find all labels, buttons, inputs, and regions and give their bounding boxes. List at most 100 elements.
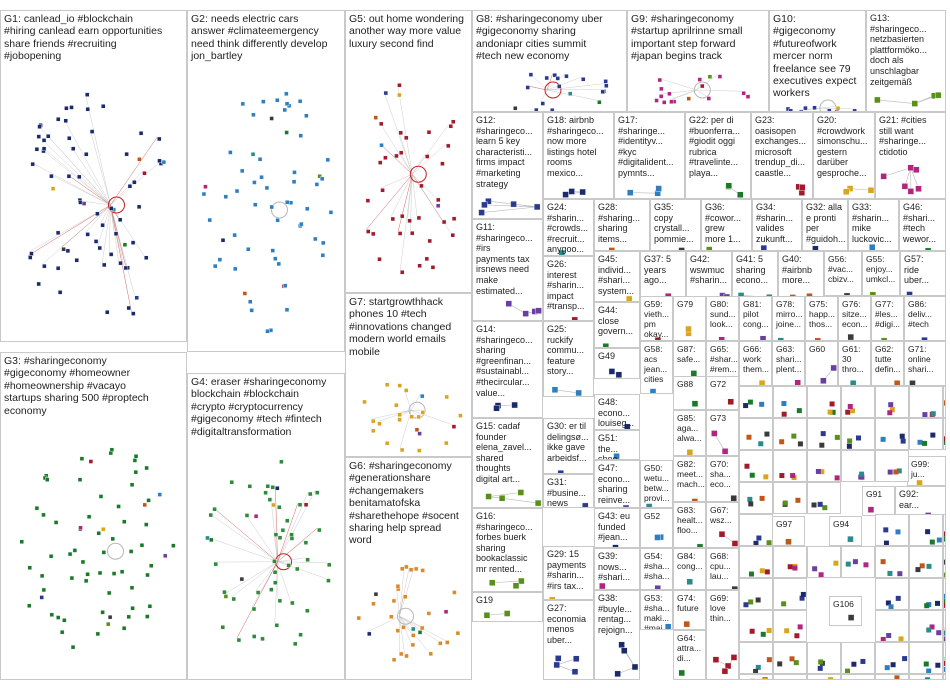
- group-panel-g57: G57: ride uber...: [900, 251, 946, 296]
- node-avatar: [812, 245, 819, 250]
- group-graph-g59: [654, 337, 662, 340]
- node-avatar: [819, 442, 825, 448]
- node-avatar: [116, 504, 121, 509]
- node-avatar: [444, 394, 449, 400]
- edge: [223, 561, 278, 595]
- node-avatar: [271, 502, 276, 508]
- node-avatar: [145, 572, 150, 578]
- node-avatar: [944, 599, 945, 605]
- group-panel-g7: G7: startgrowthhack phones 10 #tech #inn…: [345, 293, 472, 457]
- edge: [255, 561, 278, 591]
- edge: [556, 658, 577, 666]
- node-avatar: [758, 379, 766, 385]
- node-avatar: [130, 606, 135, 611]
- edge: [231, 561, 278, 598]
- node-avatar: [299, 221, 304, 227]
- node-avatar: [253, 202, 258, 207]
- node-avatar: [28, 255, 33, 260]
- node-avatar: [149, 563, 154, 568]
- node-avatar: [234, 188, 240, 194]
- group-panel-g3: G3: #sharingeconomy #gigeconomy #homeown…: [0, 352, 187, 680]
- node-avatar: [276, 261, 281, 267]
- node-avatar: [655, 185, 662, 192]
- group-graph-unlabeled: [815, 468, 840, 481]
- group-panel-g15: G15: cadaf founder elena_zavel... shared…: [472, 418, 543, 508]
- node-avatar: [748, 599, 754, 605]
- node-avatar: [555, 655, 562, 662]
- group-graph-g16: [489, 577, 525, 589]
- node-avatar: [654, 585, 661, 589]
- node-avatar: [146, 498, 151, 503]
- node-avatar: [662, 100, 667, 105]
- node-avatar: [551, 386, 559, 394]
- group-panel-unlabeled: [807, 450, 841, 482]
- node-avatar: [109, 206, 114, 211]
- group-panel-g34: G34: #sharin... valides zukunft...: [752, 199, 802, 251]
- group-graph-g106: [847, 614, 855, 621]
- edge: [212, 506, 278, 562]
- node-avatar: [895, 595, 901, 601]
- node-avatar: [118, 260, 123, 266]
- group-graph-g83: [696, 543, 704, 547]
- group-panel-g23: G23: oasisopen exchanges... microsoft tr…: [751, 112, 813, 199]
- node-avatar: [843, 292, 851, 295]
- group-panel-g5: G5: out home wondering another way more …: [345, 10, 472, 293]
- node-avatar: [944, 630, 945, 636]
- node-avatar: [414, 427, 420, 432]
- group-panel-g13: G13: #sharingeco... netzbasierten plattf…: [866, 10, 946, 112]
- node-avatar: [328, 210, 334, 215]
- node-avatar: [305, 557, 310, 562]
- group-graph-g58: [649, 388, 657, 393]
- node-avatar: [284, 307, 290, 313]
- node-avatar: [97, 245, 102, 251]
- node-avatar: [654, 534, 661, 541]
- node-avatar: [842, 188, 850, 195]
- node-avatar: [96, 531, 101, 536]
- edge: [410, 410, 417, 416]
- group-graph-unlabeled: [819, 431, 840, 448]
- group-graph-g4: [205, 459, 332, 647]
- group-panel-unlabeled: [943, 386, 946, 418]
- group-graph-unlabeled: [842, 675, 874, 679]
- node-avatar: [686, 578, 693, 585]
- edge: [399, 616, 412, 634]
- node-avatar: [815, 468, 821, 474]
- edge: [277, 561, 327, 579]
- group-panel-unlabeled: [943, 578, 946, 610]
- node-avatar: [489, 579, 496, 586]
- node-avatar: [602, 343, 610, 347]
- node-avatar: [303, 502, 309, 507]
- node-avatar: [251, 606, 257, 612]
- node-avatar: [220, 625, 226, 630]
- node-avatar: [863, 562, 869, 568]
- group-graph-g43: [612, 544, 619, 547]
- group-panel-g33: G33: #sharin... mike luckovic...: [848, 199, 899, 251]
- node-avatar: [229, 480, 234, 485]
- node-avatar: [779, 473, 785, 479]
- node-avatar: [575, 389, 582, 396]
- node-avatar: [759, 495, 765, 501]
- node-avatar: [101, 526, 106, 532]
- group-panel-g51: G51: the... shoo... day...: [594, 430, 640, 460]
- node-avatar: [397, 231, 403, 236]
- node-avatar: [132, 458, 138, 463]
- node-avatar: [283, 283, 288, 288]
- node-avatar: [833, 560, 839, 566]
- node-avatar: [451, 424, 457, 429]
- group-panel-g49: G49: [594, 348, 640, 379]
- node-avatar: [410, 642, 416, 648]
- group-graph-unlabeled: [884, 656, 908, 671]
- node-avatar: [129, 585, 135, 590]
- node-avatar: [292, 170, 297, 175]
- node-avatar: [721, 448, 729, 455]
- edge: [412, 174, 418, 216]
- group-graph-g73: [711, 430, 729, 455]
- group-panel-g88: G88: [673, 376, 706, 410]
- group-graph-g10: [785, 99, 857, 111]
- edge: [407, 174, 413, 219]
- node-avatar: [779, 439, 785, 445]
- node-avatar: [95, 211, 100, 216]
- node-avatar: [242, 291, 248, 296]
- node-avatar: [558, 249, 566, 255]
- node-avatar: [898, 636, 904, 641]
